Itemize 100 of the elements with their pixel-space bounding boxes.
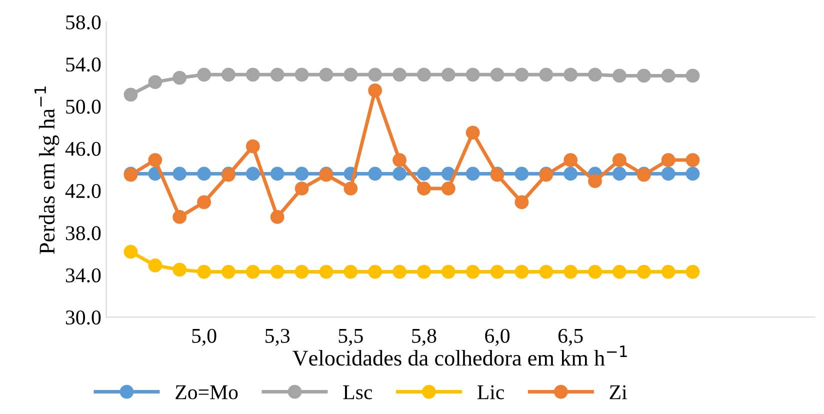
point [661,68,676,83]
point [172,166,187,181]
point [564,166,578,181]
point [466,166,480,181]
point [588,68,602,82]
point [148,75,162,89]
point [588,174,602,188]
point [686,264,700,279]
point [294,166,309,181]
point [124,88,138,102]
point [686,153,700,167]
point [392,153,406,167]
point [319,68,334,82]
point [441,68,456,82]
point [246,264,260,279]
point [344,182,358,196]
point [686,166,700,181]
point [148,153,162,167]
point [490,68,504,82]
x-tick-label: 6,0 [485,328,510,346]
point [564,264,578,279]
y-tick-label: 34.0 [66,268,101,282]
point [661,153,676,167]
legend-label: Zo=Mo [176,385,238,400]
point [564,153,578,167]
point [417,68,431,82]
point [294,68,309,82]
point [124,244,138,259]
point [392,166,406,181]
point [466,68,480,82]
x-tick-label: 6,5 [558,328,583,346]
point [270,264,284,279]
point [368,84,382,98]
point [466,264,480,279]
point [270,166,284,181]
point [294,182,309,196]
point [564,68,578,82]
point [417,264,431,279]
point [172,210,187,224]
y-tick-label: 58.0 [66,15,101,30]
point [466,126,480,140]
point [368,68,382,82]
point [197,195,211,210]
y-axis-title: Perdas em kg ha$^{−1}$ [34,86,60,254]
point [392,264,406,279]
x-axis-title: Velocidades da colhedora em km h$^{−1}$ [292,346,627,366]
point [222,68,236,82]
point [441,264,456,279]
point [319,264,334,279]
point [636,264,651,279]
point [612,166,626,181]
y-tick-label: 50.0 [66,100,101,114]
point [661,264,676,279]
y-tick-label: 46.0 [65,142,101,156]
point [441,182,456,196]
legend-label: Lic [477,385,504,400]
x-tick-label: 5,8 [412,328,436,346]
point [686,68,700,83]
point [514,195,529,210]
point [514,166,529,181]
point [368,166,382,181]
legend-label: Lsc [343,385,372,400]
x-tick-label: 5,0 [192,328,216,346]
point [172,262,187,277]
y-tick-label: 38.0 [66,226,101,240]
y-tick-label: 42.0 [65,184,101,198]
point [270,68,284,82]
point [539,68,554,82]
point [270,210,284,224]
point [661,166,676,181]
point [588,264,602,279]
point [368,264,382,279]
legend-label: Zi [610,385,627,400]
point [172,70,187,85]
point [197,264,211,279]
point [612,264,626,279]
point [344,264,358,279]
point [417,182,431,196]
x-tick-label: 5,5 [338,329,363,346]
point [246,68,260,82]
point [514,68,529,82]
point [344,68,358,82]
y-tick-label: 54.0 [66,57,101,72]
point [514,264,529,279]
x-tick-label: 5,3 [266,328,290,346]
y-tick-label: 30.0 [66,310,101,325]
point [417,166,431,181]
point [539,264,554,279]
point [490,264,504,279]
point [246,139,260,154]
point [392,68,406,82]
point [197,68,211,82]
point [612,153,626,167]
point [636,68,651,83]
point [222,264,236,279]
point [612,68,626,83]
point [148,258,162,272]
point [294,264,309,279]
point [197,166,211,181]
point [246,166,260,181]
